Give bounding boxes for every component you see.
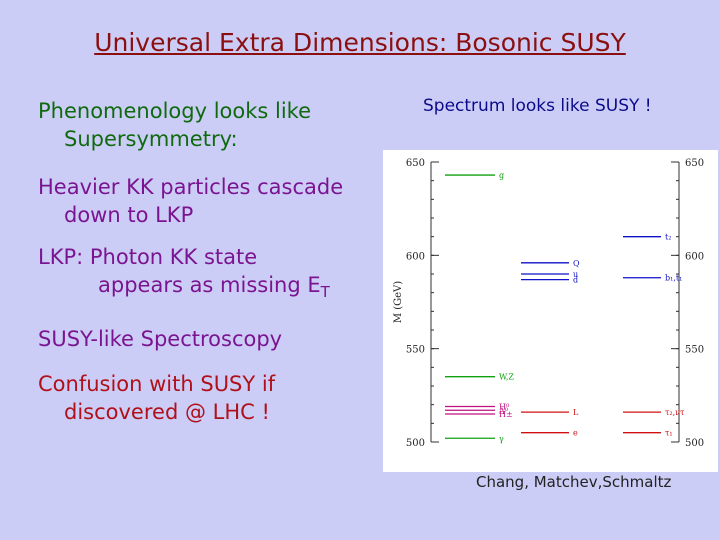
level-label: L <box>573 408 579 417</box>
slide-title: Universal Extra Dimensions: Bosonic SUSY <box>94 28 626 57</box>
bullet-text: appears as missing ET <box>38 271 330 306</box>
level-label: τ₂,ντ <box>665 408 685 417</box>
tick-label: 550 <box>406 345 425 356</box>
level-label: Q <box>573 259 580 268</box>
level-label: e <box>573 429 578 438</box>
level-label: A⁰ <box>498 406 508 415</box>
level-label: W,Z <box>499 373 514 382</box>
level-label: d <box>573 276 578 285</box>
tick-label: 650 <box>685 158 704 169</box>
level-label: b₁,t₁ <box>665 274 682 283</box>
level-label: H± <box>499 410 513 419</box>
bullet-lkp: LKP: Photon KK state appears as missing … <box>38 243 330 306</box>
level-label: τ₁ <box>665 429 673 438</box>
bullet-text: discovered @ LHC ! <box>64 400 270 424</box>
tick-label: 650 <box>406 158 425 169</box>
bullet-text: Heavier KK particles cascade <box>38 175 344 199</box>
y-axis-label: M (GeV) <box>393 281 404 323</box>
bullet-spectroscopy: SUSY-like Spectroscopy <box>38 325 282 353</box>
level-label: H⁰ <box>499 403 509 412</box>
tick-label: 500 <box>406 438 425 449</box>
level-label: t₂ <box>665 233 671 242</box>
bullet-text: Supersymmetry: <box>64 127 238 151</box>
bullet-text: SUSY-like Spectroscopy <box>38 327 283 351</box>
bullet-cascade: Heavier KK particles cascade down to LKP <box>38 173 343 229</box>
bullet-confusion: Confusion with SUSY if discovered @ LHC … <box>38 370 275 426</box>
tick-label: 600 <box>406 251 425 262</box>
spectrum-plot: 500 500 550 550 600 600 650 650 M (GeV) g W,Z H⁰ A⁰ H… <box>383 150 718 472</box>
missing-et-text: appears as missing E <box>98 273 321 297</box>
tick-label: 500 <box>685 438 704 449</box>
bullet-text: down to LKP <box>64 203 194 227</box>
bullet-text: Confusion with SUSY if <box>38 372 276 396</box>
bullet-text: Phenomenology looks like <box>38 99 312 123</box>
level-label: γ <box>499 434 504 443</box>
bullet-text: LKP: Photon KK state <box>38 245 258 269</box>
tick-label: 600 <box>685 251 704 262</box>
bullet-phenomenology: Phenomenology looks like Supersymmetry: <box>38 97 311 153</box>
figure-credit: Chang, Matchev,Schmaltz <box>476 473 672 491</box>
missing-et-subscript: T <box>320 283 330 301</box>
spectrum-chart: 500 500 550 550 600 600 650 650 M (GeV) g W,Z H⁰A⁰H… <box>393 158 704 449</box>
tick-label: 550 <box>685 345 704 356</box>
spectrum-title: Spectrum looks like SUSY ! <box>423 96 652 116</box>
level-label: u <box>573 270 578 279</box>
level-label: g <box>499 171 504 180</box>
